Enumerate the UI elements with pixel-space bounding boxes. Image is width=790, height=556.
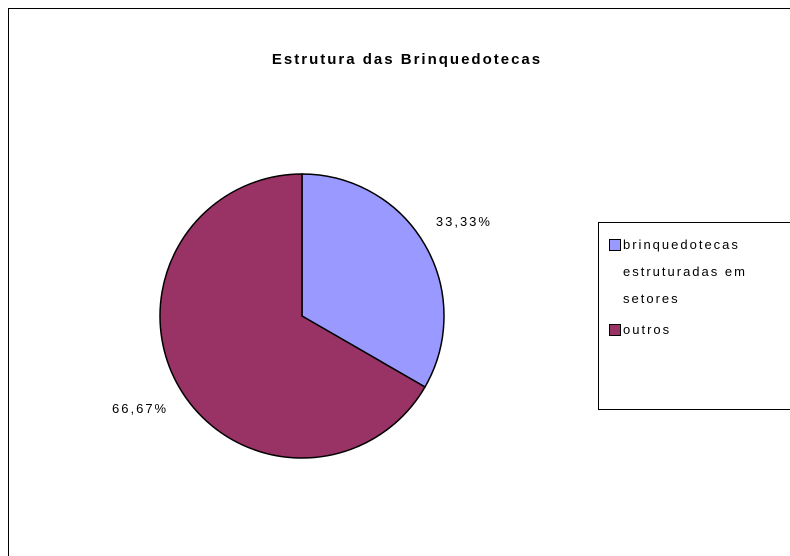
legend-item: brinquedotecas estruturadas em setores bbox=[599, 231, 790, 312]
legend-swatch bbox=[609, 324, 621, 336]
legend-label: outros bbox=[623, 322, 672, 337]
legend-swatch bbox=[609, 239, 621, 251]
data-label: 33,33% bbox=[436, 214, 492, 229]
legend: brinquedotecas estruturadas em setores ou… bbox=[598, 222, 790, 410]
legend-item: outros bbox=[599, 316, 790, 343]
pie-slice bbox=[159, 173, 427, 459]
chart-title: Estrutura das Brinquedotecas bbox=[272, 51, 542, 68]
pie-slice bbox=[301, 173, 445, 388]
data-label: 66,67% bbox=[112, 401, 168, 416]
legend-label: brinquedotecas estruturadas em setores bbox=[623, 237, 747, 306]
